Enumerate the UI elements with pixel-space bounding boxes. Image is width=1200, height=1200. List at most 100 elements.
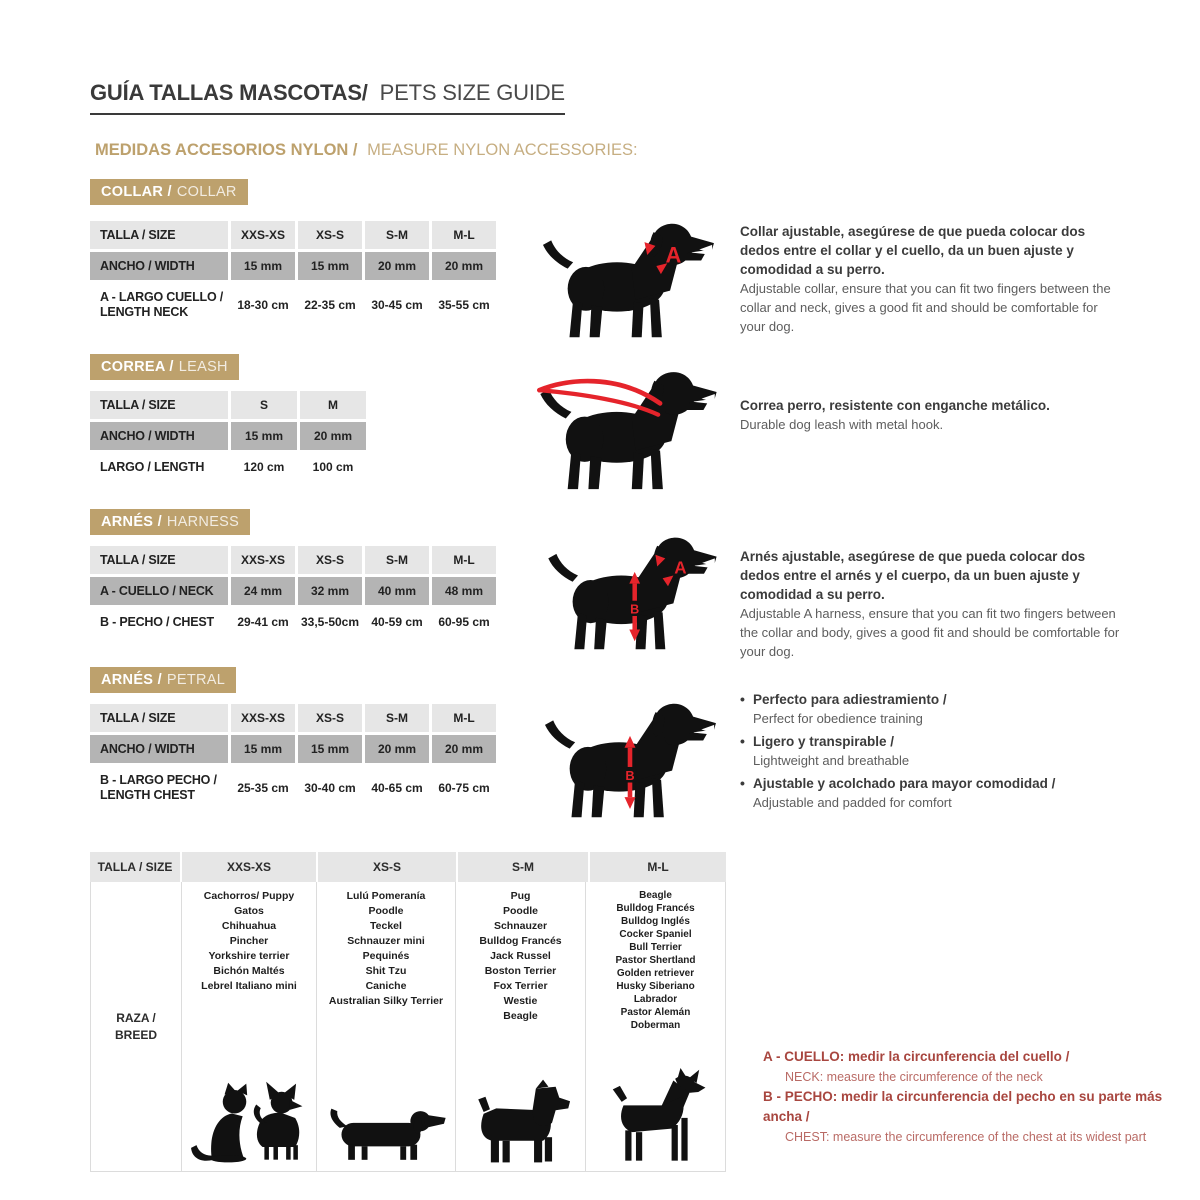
cat-and-chihuahua-icon — [191, 1081, 303, 1163]
harness-table-header-row: TALLA / SIZE XXS-XS XS-S S-M M-L — [90, 546, 496, 574]
collar-size-table: TALLA / SIZE XXS-XS XS-S S-M M-L ANCHO /… — [90, 221, 496, 327]
collar-table-header-row: TALLA / SIZE XXS-XS XS-S S-M M-L — [90, 221, 496, 249]
note-a-es: A - CUELLO: medir la circunferencia del … — [763, 1049, 1070, 1064]
breed-table-header-row: TALLA / SIZE XXS-XS XS-S S-M M-L — [90, 852, 726, 882]
value-cell: 30-40 cm — [298, 766, 362, 810]
petral-chest-row: B - LARGO PECHO / LENGTH CHEST 25-35 cm … — [90, 766, 496, 810]
breed-item: Schnauzer — [493, 920, 548, 932]
breed-item: Caniche — [365, 980, 407, 992]
feature-es: Perfecto para adiestramiento / — [753, 692, 947, 707]
table-header-cell: M-L — [590, 852, 726, 882]
petral-badge-es: ARNÉS / — [101, 672, 162, 688]
note-b-es: B - PECHO: medir la circunferencia del p… — [763, 1089, 1163, 1124]
harness-desc-es: Arnés ajustable, asegúrese de que pueda … — [740, 549, 1086, 602]
breed-item: Australian Silky Terrier — [328, 995, 444, 1007]
breed-item: Beagle — [503, 1010, 538, 1022]
breed-list: Lulú Pomeranía Poodle Teckel Schnauzer mini… — [329, 882, 443, 1009]
breed-item: Poodle — [502, 905, 538, 917]
collar-width-row: ANCHO / WIDTH 15 mm 15 mm 20 mm 20 mm — [90, 252, 496, 280]
measure-arrow-icon — [629, 571, 641, 584]
value-cell: 120 cm — [231, 453, 297, 481]
bullet-icon: • — [740, 691, 745, 707]
breed-item: Shit Tzu — [365, 965, 407, 977]
table-header-cell: S-M — [365, 546, 429, 574]
feature-item: • Perfecto para adiestramiento / Perfect… — [740, 690, 1140, 728]
breed-column-s-m: Pug Poodle Schnauzer Bulldog Francés Jack Ru… — [456, 882, 586, 1171]
breed-size-table: TALLA / SIZE XXS-XS XS-S S-M M-L RAZA / … — [90, 852, 726, 1172]
dog-silhouette-icon: A — [542, 223, 714, 338]
breed-item: Chihuahua — [221, 920, 277, 932]
collar-desc-en: Adjustable collar, ensure that you can f… — [740, 281, 1111, 334]
breed-item: Beagle — [639, 890, 672, 901]
dog-silhouette-icon — [537, 372, 717, 490]
value-cell: 15 mm — [231, 735, 295, 763]
leash-badge-es: CORREA / — [101, 359, 174, 375]
harness-neck-row: A - CUELLO / NECK 24 mm 32 mm 40 mm 48 m… — [90, 577, 496, 605]
measure-line — [632, 616, 637, 630]
petral-width-row: ANCHO / WIDTH 15 mm 15 mm 20 mm 20 mm — [90, 735, 496, 763]
note-a: A - CUELLO: medir la circunferencia del … — [763, 1047, 1193, 1087]
breed-table-body: RAZA / BREED Cachorros/ Puppy Gatos Chihua… — [90, 882, 726, 1172]
value-cell: 22-35 cm — [298, 283, 362, 327]
table-header-cell: TALLA / SIZE — [90, 704, 228, 732]
table-header-cell: M — [300, 391, 366, 419]
harness-badge-es: ARNÉS / — [101, 514, 162, 530]
value-cell: 20 mm — [365, 735, 429, 763]
breed-item: Teckel — [370, 920, 402, 932]
table-header-cell: TALLA / SIZE — [90, 852, 180, 882]
value-cell: 60-75 cm — [432, 766, 496, 810]
leash-line-icon — [537, 378, 663, 406]
breed-item: Bulldog Francés — [479, 935, 562, 947]
feature-es: Ajustable y acolchado para mayor comodid… — [753, 776, 1056, 791]
row-label-cell: ANCHO / WIDTH — [90, 422, 228, 450]
raza-label-line: BREED — [114, 1027, 157, 1042]
measure-arrow-icon — [662, 575, 674, 587]
leash-description: Correa perro, resistente con enganche me… — [740, 396, 1122, 434]
measurement-notes: A - CUELLO: medir la circunferencia del … — [763, 1047, 1193, 1147]
value-cell: 20 mm — [432, 735, 496, 763]
measure-arrow-icon — [644, 242, 656, 255]
breed-item: Bulldog Francés — [616, 903, 695, 914]
row-label-line: B - LARGO PECHO / — [100, 773, 217, 787]
breed-item: Bichón Maltés — [213, 965, 285, 977]
value-cell: 25-35 cm — [231, 766, 295, 810]
dachshund-icon — [330, 1108, 446, 1160]
schnauzer-icon — [477, 1079, 570, 1163]
value-cell: 32 mm — [298, 577, 362, 605]
value-cell: 18-30 cm — [231, 283, 295, 327]
row-label-cell: A - CUELLO / NECK — [90, 577, 228, 605]
breed-item: Bulldog Inglés — [621, 916, 690, 927]
leash-badge-en: LEASH — [178, 359, 228, 375]
doberman-icon — [612, 1068, 705, 1161]
leash-table-header-row: TALLA / SIZE S M — [90, 391, 366, 419]
feature-es: Ligero y transpirable / — [753, 734, 895, 749]
breed-item: Pug — [510, 890, 531, 902]
leash-dog-illustration — [528, 360, 728, 492]
petral-size-table: TALLA / SIZE XXS-XS XS-S S-M M-L ANCHO /… — [90, 704, 496, 810]
leash-desc-es: Correa perro, resistente con enganche me… — [740, 398, 1050, 413]
measure-arrow-icon — [655, 554, 666, 567]
table-header-cell: XS-S — [298, 704, 362, 732]
breed-item: Boston Terrier — [484, 965, 557, 977]
harness-size-table: TALLA / SIZE XXS-XS XS-S S-M M-L A - CUE… — [90, 546, 496, 636]
breed-item: Gatos — [234, 905, 264, 917]
harness-desc-en: Adjustable A harness, ensure that you ca… — [740, 606, 1120, 659]
breed-item: Pastor Alemán — [620, 1007, 691, 1018]
value-cell: 20 mm — [300, 422, 366, 450]
table-header-cell: S-M — [458, 852, 588, 882]
collar-section-badge: COLLAR / COLLAR — [90, 179, 248, 205]
table-header-cell: XS-S — [318, 852, 456, 882]
harness-section-badge: ARNÉS / HARNESS — [90, 509, 251, 535]
harness-dog-illustration: A B — [538, 526, 726, 652]
collar-dog-illustration: A — [532, 212, 724, 340]
collar-neck-row: A - LARGO CUELLO / LENGTH NECK 18-30 cm … — [90, 283, 496, 327]
measure-line — [627, 782, 633, 798]
breed-list: Pug Poodle Schnauzer Bulldog Francés Jack Ru… — [479, 882, 561, 1024]
marker-a-label: A — [674, 559, 686, 578]
marker-b-label: B — [625, 768, 634, 783]
leash-section-badge: CORREA / LEASH — [90, 354, 239, 380]
table-header-cell: TALLA / SIZE — [90, 221, 228, 249]
raza-breed-label: RAZA / BREED — [115, 1010, 157, 1044]
leash-length-row: LARGO / LENGTH 120 cm 100 cm — [90, 453, 366, 481]
value-cell: 24 mm — [231, 577, 295, 605]
